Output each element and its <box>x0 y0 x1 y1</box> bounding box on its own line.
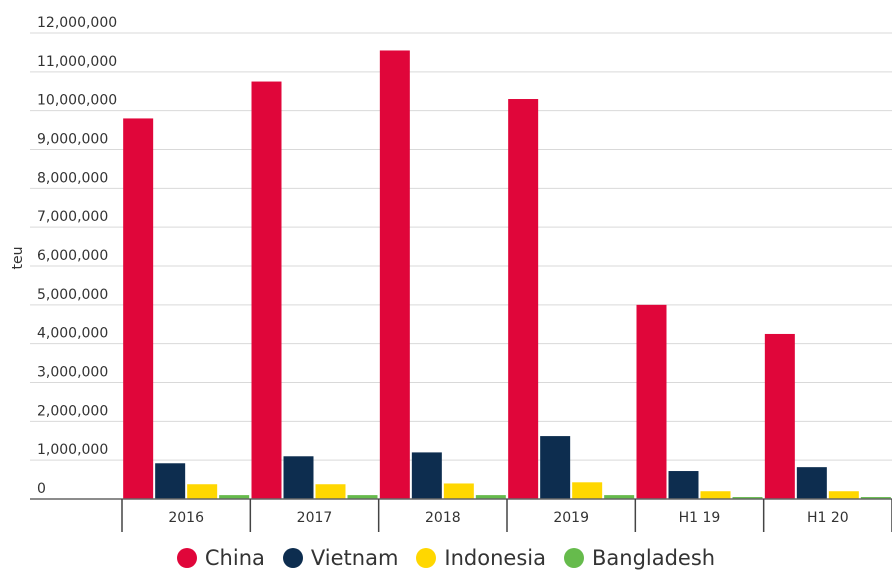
legend-item-bangladesh: Bangladesh <box>563 546 716 570</box>
bar-vietnam-2019 <box>540 436 571 499</box>
legend-swatch <box>282 548 303 568</box>
bar-china-2017 <box>251 81 282 500</box>
legend-item-indonesia: Indonesia <box>416 546 546 570</box>
legend-swatch <box>176 548 197 568</box>
bar-bangladesh-2017 <box>347 495 378 499</box>
x-tick-label: 2017 <box>297 510 333 526</box>
bar-china-2016 <box>123 118 154 499</box>
y-tick-label: 0 <box>37 481 46 497</box>
bar-bangladesh-2019 <box>604 495 635 499</box>
y-tick-label: 6,000,000 <box>37 248 108 264</box>
y-axis-ticks: 0 1,000,000 2,000,000 3,000,000 4,000,000 5,0… <box>37 15 117 497</box>
bar-china-h1-20 <box>764 333 795 499</box>
gridlines <box>30 32 892 461</box>
legend-label: Vietnam <box>310 546 399 570</box>
bar-indonesia-2018 <box>443 483 474 499</box>
x-tick-label: 2018 <box>425 510 461 526</box>
legend: China Vietnam Indonesia Bangladesh <box>0 544 892 572</box>
bar-indonesia-h1-19 <box>700 491 731 499</box>
bar-bangladesh-2018 <box>475 495 506 499</box>
bar-china-h1-19 <box>636 304 667 499</box>
y-tick-label: 8,000,000 <box>37 170 108 186</box>
legend-item-china: China <box>176 546 265 570</box>
bar-bangladesh-2016 <box>219 495 250 499</box>
y-tick-label: 12,000,000 <box>37 15 117 31</box>
y-tick-label: 5,000,000 <box>37 287 108 303</box>
legend-item-vietnam: Vietnam <box>282 546 399 570</box>
x-tick-label: 2019 <box>553 510 589 526</box>
y-tick-label: 10,000,000 <box>37 93 117 109</box>
x-tick-label: 2016 <box>168 510 204 526</box>
bar-vietnam-h1-19 <box>668 471 699 499</box>
y-tick-label: 3,000,000 <box>37 365 108 381</box>
legend-swatch <box>416 548 437 568</box>
bars <box>123 50 891 500</box>
x-tick-label: H1 19 <box>679 510 721 526</box>
y-tick-label: 9,000,000 <box>37 132 108 148</box>
bar-vietnam-2018 <box>411 452 442 499</box>
y-tick-label: 4,000,000 <box>37 326 108 342</box>
legend-label: Bangladesh <box>591 546 716 570</box>
bar-vietnam-2016 <box>155 463 186 499</box>
bar-vietnam-h1-20 <box>796 467 827 499</box>
bar-indonesia-2016 <box>187 484 218 499</box>
y-tick-label: 7,000,000 <box>37 209 108 225</box>
bar-indonesia-2019 <box>572 482 603 499</box>
bar-china-2018 <box>379 50 410 499</box>
bar-china-2019 <box>508 99 539 500</box>
x-tick-label: H1 20 <box>807 510 849 526</box>
bar-bangladesh-h1-19 <box>732 497 763 499</box>
legend-swatch <box>563 548 584 568</box>
legend-label: China <box>204 546 265 570</box>
legend-label: Indonesia <box>444 546 546 570</box>
bar-indonesia-2017 <box>315 484 346 499</box>
bar-indonesia-h1-20 <box>828 491 859 499</box>
y-axis-title: teu <box>10 247 26 270</box>
y-tick-label: 11,000,000 <box>37 54 117 70</box>
bar-bangladesh-h1-20 <box>860 497 891 499</box>
y-tick-label: 2,000,000 <box>37 403 108 419</box>
bar-vietnam-2017 <box>283 456 314 499</box>
y-tick-label: 1,000,000 <box>37 442 108 458</box>
x-axis: 2016 2017 2018 2019 H1 19 H1 20 <box>30 498 892 532</box>
